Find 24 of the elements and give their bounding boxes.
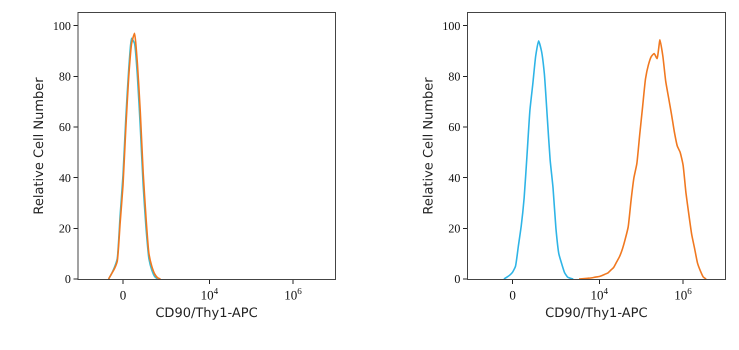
line-series (578, 39, 707, 279)
y-tick-label: 60 (448, 120, 460, 134)
x-tick-label: 10$^{4}$ (200, 286, 219, 303)
y-tick-label: 0 (64, 272, 71, 286)
x-tick-label: 10$^{6}$ (284, 286, 302, 303)
x-tick-label: 0 (509, 288, 516, 303)
y-tick-label: 60 (58, 120, 71, 134)
x-axis-title: CD90/Thy1-APC (545, 306, 648, 322)
y-tick-label: 80 (58, 70, 71, 84)
y-axis-title: Relative Cell Number (421, 76, 436, 215)
y-tick-label: 80 (448, 70, 460, 84)
y-tick-label: 40 (58, 170, 71, 185)
y-tick-label: 100 (442, 18, 460, 33)
y-axis-title: Relative Cell Number (32, 76, 47, 215)
y-tick-label: 20 (58, 222, 71, 236)
x-tick-label: 10$^{4}$ (590, 286, 608, 303)
line-series (503, 40, 574, 279)
y-tick-label: 0 (454, 272, 460, 286)
x-tick-label: 0 (120, 288, 126, 303)
y-tick-label: 40 (448, 170, 460, 185)
y-tick-label: 20 (448, 222, 460, 236)
x-axis-title: CD90/Thy1-APC (155, 306, 258, 322)
x-tick-label: 10$^{6}$ (674, 286, 692, 303)
y-tick-label: 100 (52, 18, 71, 33)
